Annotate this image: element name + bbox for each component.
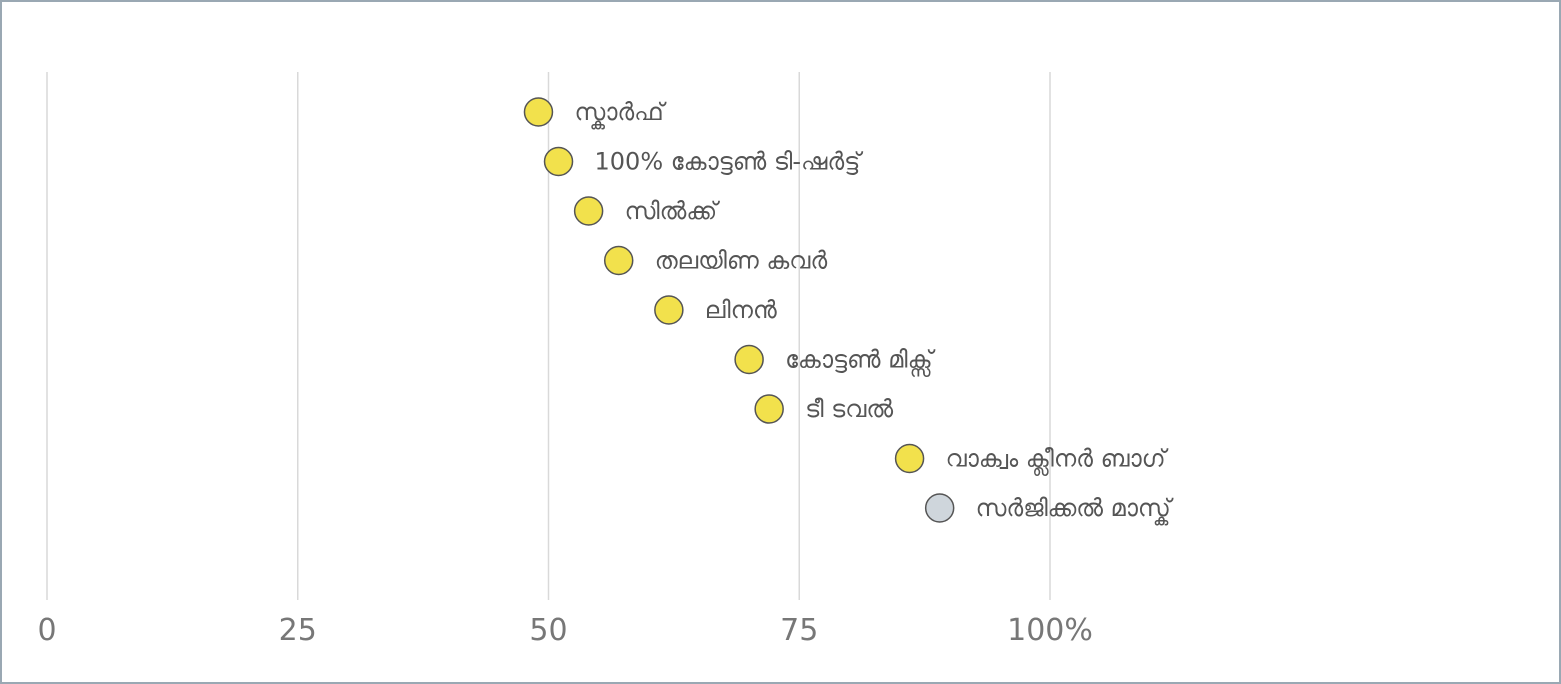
x-axis-ticks: 0 25 50 75 100% <box>37 613 1092 648</box>
data-point-label: ടീ ടവൽ <box>805 395 893 423</box>
data-point <box>543 146 574 177</box>
data-point-label: സിൽക്ക് <box>625 197 720 225</box>
data-point <box>924 493 955 523</box>
x-tick-label: 75 <box>780 613 818 648</box>
data-point <box>603 245 634 276</box>
data-point-label: ലിനൻ <box>705 296 777 324</box>
data-point-label: സ്കാർഫ് <box>574 98 666 130</box>
data-point <box>654 295 684 325</box>
data-point <box>523 97 554 127</box>
x-tick-label: 25 <box>279 613 317 648</box>
data-points: സ്കാർഫ് 100% കോട്ടൺ ടി-ഷർട്ട് സിൽക്ക് തലയിണ… <box>523 97 1174 526</box>
data-point-label: കോട്ടൺ മിക്സ് <box>785 346 935 378</box>
data-point-label: വാക്വം ക്ലീനർ ബാഗ് <box>946 445 1169 477</box>
data-point-label: 100% കോട്ടൺ ടി-ഷർട്ട് <box>595 148 864 176</box>
x-tick-label: 0 <box>37 613 56 648</box>
data-point <box>894 443 925 474</box>
x-tick-label: 50 <box>529 613 567 648</box>
data-point-label: തലയിണ കവർ <box>655 247 828 275</box>
data-point-label: സർജിക്കൽ മാസ്ക് <box>976 494 1174 526</box>
x-tick-label: 100% <box>1007 613 1093 648</box>
data-point <box>754 394 784 424</box>
data-point <box>573 196 604 226</box>
data-point <box>734 344 764 375</box>
